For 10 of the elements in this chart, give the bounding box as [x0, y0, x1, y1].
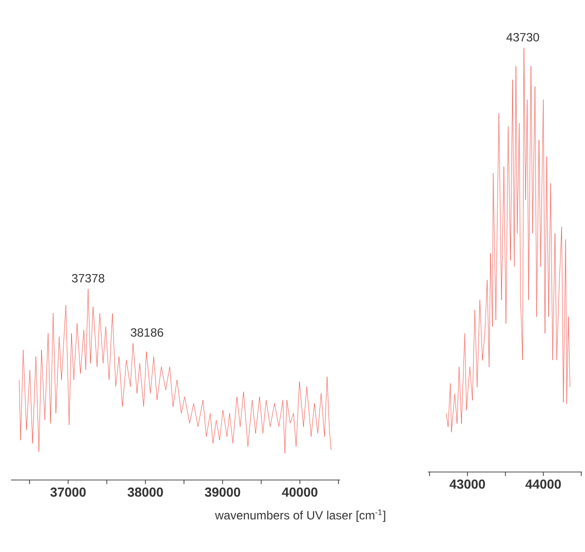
annotation: 43730 — [506, 32, 540, 42]
annotation: 38186 — [130, 328, 164, 337]
x-tick-label: 43000 — [450, 480, 485, 489]
x-axis-title: wavenumbers of UV laser [cm$^{-1}$] — [215, 510, 386, 522]
x-tick-label: 44000 — [525, 480, 561, 489]
x-tick-label: 39000 — [204, 488, 240, 497]
x-tick-label: 38000 — [128, 488, 163, 497]
x-tick-label: 40000 — [282, 488, 318, 497]
annotation: 37378 — [72, 274, 104, 282]
x-tick-label: 37000 — [50, 488, 86, 497]
